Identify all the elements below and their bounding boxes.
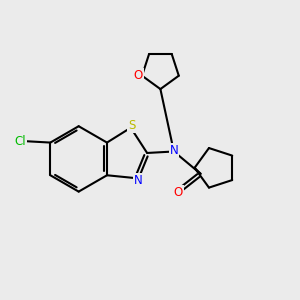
- Text: N: N: [169, 143, 178, 157]
- Text: O: O: [134, 69, 143, 82]
- Text: O: O: [173, 186, 183, 199]
- Text: S: S: [128, 119, 135, 132]
- Text: Cl: Cl: [14, 135, 26, 148]
- Text: N: N: [134, 174, 142, 187]
